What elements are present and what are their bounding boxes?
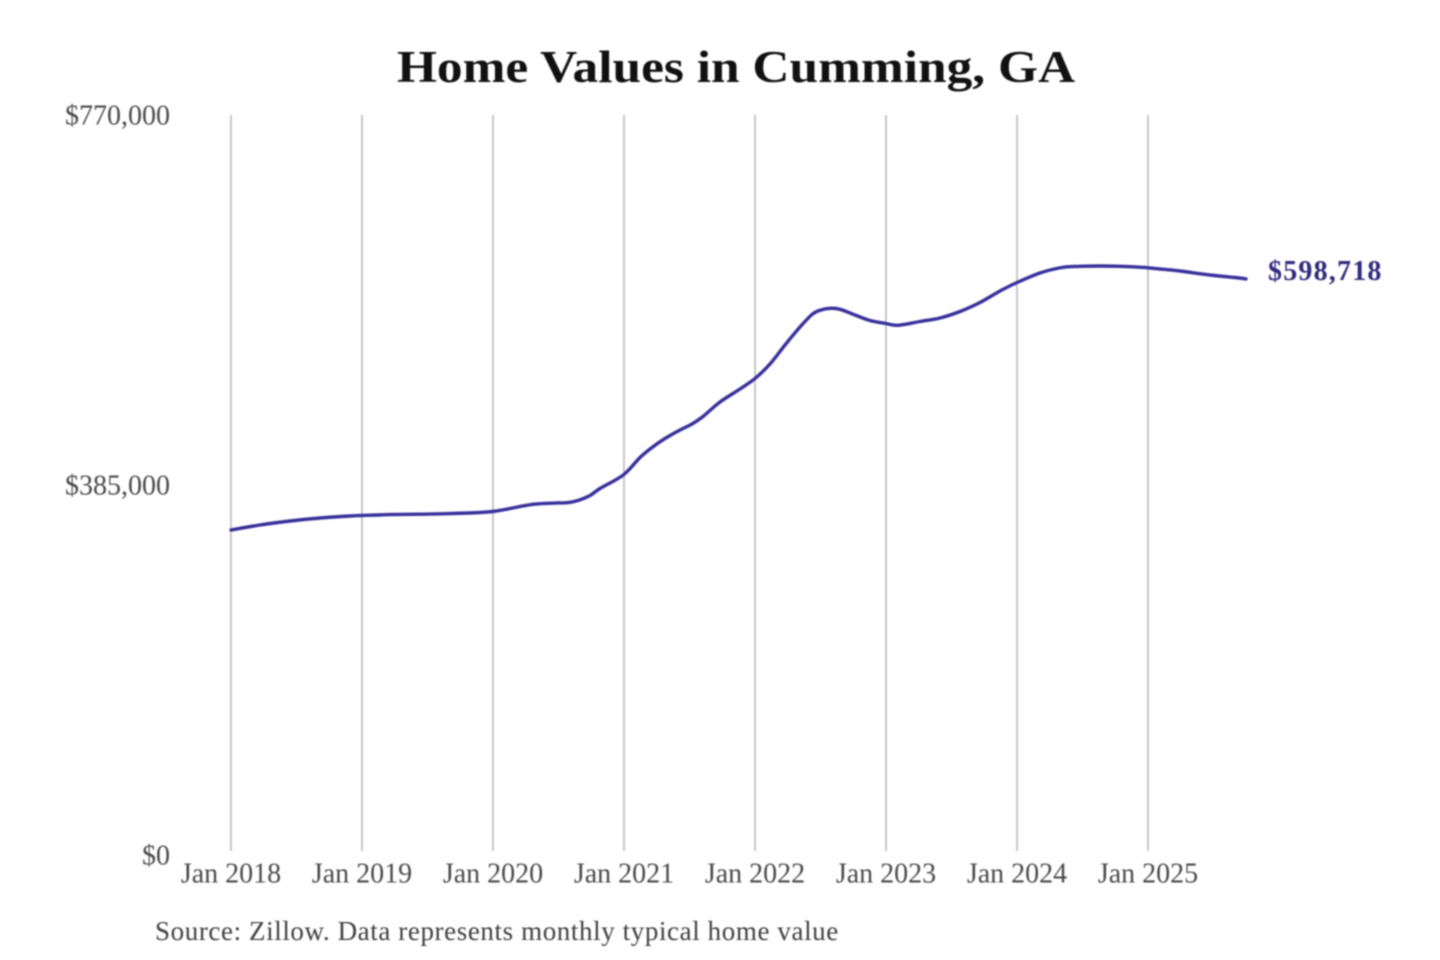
svg-text:Jan 2021: Jan 2021 [574, 859, 674, 890]
svg-text:Jan 2019: Jan 2019 [312, 859, 412, 890]
svg-text:Jan 2022: Jan 2022 [705, 859, 805, 890]
svg-text:Home Values in Cumming, GA: Home Values in Cumming, GA [397, 43, 1075, 92]
svg-text:$385,000: $385,000 [65, 470, 170, 501]
svg-text:Jan 2024: Jan 2024 [967, 859, 1067, 890]
svg-text:Jan 2020: Jan 2020 [443, 859, 543, 890]
svg-text:Source: Zillow. Data represent: Source: Zillow. Data represents monthly … [155, 916, 839, 946]
svg-text:Jan 2018: Jan 2018 [181, 859, 281, 890]
svg-text:Jan 2025: Jan 2025 [1098, 859, 1198, 890]
svg-text:$0: $0 [142, 841, 170, 872]
svg-text:$770,000: $770,000 [65, 100, 170, 131]
svg-text:$598,718: $598,718 [1268, 256, 1383, 287]
svg-text:Jan 2023: Jan 2023 [836, 859, 936, 890]
